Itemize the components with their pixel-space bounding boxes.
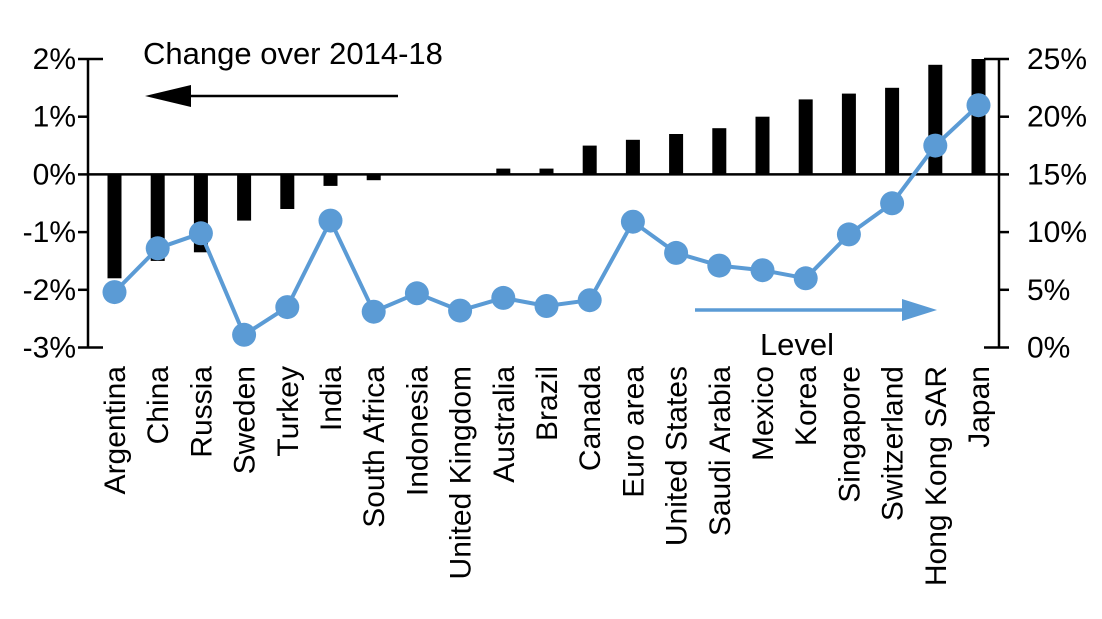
category-label-japan: Japan	[963, 366, 996, 448]
marker-australia	[491, 285, 516, 310]
marker-south-africa	[361, 299, 386, 324]
left-axis-tick-label: -2%	[23, 274, 76, 307]
right-arrowhead-icon	[902, 299, 937, 321]
bar-mexico	[755, 116, 770, 175]
marker-japan	[966, 93, 991, 118]
bar-brazil	[539, 168, 554, 175]
marker-switzerland	[880, 191, 905, 216]
marker-turkey	[275, 295, 300, 320]
category-label-australia: Australia	[488, 366, 521, 483]
left-axis-tick-labels: 2% 1% 0% -1% -2% -3%	[23, 43, 76, 365]
bar-euro-area	[625, 139, 640, 175]
marker-china	[145, 236, 170, 261]
right-axis-tick-labels: 25% 20% 15% 10% 5% 0%	[1027, 43, 1087, 365]
category-label-argentina: Argentina	[99, 366, 132, 495]
category-label-saudi-arabia: Saudi Arabia	[704, 366, 737, 536]
left-axis-tick-label: 0%	[33, 158, 76, 191]
axes-group	[78, 57, 1009, 349]
marker-united-states	[664, 240, 689, 265]
marker-united-kingdom	[448, 298, 473, 323]
category-label-south-africa: South Africa	[358, 366, 391, 528]
marker-saudi-arabia	[707, 253, 732, 278]
bar-south-africa	[366, 174, 381, 181]
bar-turkey	[280, 174, 295, 209]
category-label-indonesia: Indonesia	[401, 366, 434, 496]
right-axis-tick-label: 15%	[1027, 158, 1087, 191]
line-series-label: Level	[760, 327, 834, 362]
marker-singapore	[836, 222, 861, 247]
marker-india	[318, 208, 343, 233]
category-label-sweden: Sweden	[229, 366, 262, 474]
marker-argentina	[102, 280, 127, 305]
bar-argentina	[107, 174, 122, 279]
category-label-united-kingdom: United Kingdom	[445, 366, 478, 579]
right-axis-tick-label: 0%	[1027, 332, 1070, 365]
category-label-korea: Korea	[790, 366, 823, 446]
marker-hong-kong-sar	[923, 133, 948, 158]
right-axis-tick-label: 5%	[1027, 274, 1070, 307]
right-axis-tick-label: 20%	[1027, 101, 1087, 134]
category-label-india: India	[315, 366, 348, 431]
bar-india	[323, 174, 338, 186]
bar-saudi-arabia	[712, 128, 727, 175]
bar-series-group	[107, 59, 986, 279]
right-arrow	[695, 299, 937, 321]
category-label-singapore: Singapore	[833, 366, 866, 503]
right-axis-tick-label: 10%	[1027, 216, 1087, 249]
right-axis-tick-label: 25%	[1027, 43, 1087, 76]
bar-singapore	[841, 93, 856, 175]
marker-russia	[188, 221, 213, 246]
category-label-brazil: Brazil	[531, 366, 564, 441]
left-axis-tick-label: 2%	[33, 43, 76, 76]
marker-mexico	[750, 258, 775, 283]
marker-sweden	[232, 322, 257, 347]
category-label-mexico: Mexico	[747, 366, 780, 461]
category-label-united-states: United States	[661, 366, 694, 546]
line-series-group	[102, 93, 991, 347]
category-labels-group: Argentina China Russia Sweden Turkey India Sou…	[99, 366, 996, 586]
marker-brazil	[534, 294, 559, 318]
marker-canada	[577, 288, 602, 313]
bar-korea	[798, 99, 813, 175]
bar-hong-kong-sar	[928, 64, 943, 175]
marker-korea	[793, 266, 818, 291]
bar-switzerland	[885, 87, 900, 175]
left-axis-tick-label: -1%	[23, 216, 76, 249]
category-label-euro-area: Euro area	[617, 366, 650, 498]
marker-euro-area	[620, 209, 645, 234]
bar-australia	[496, 168, 511, 175]
left-arrowhead-icon	[145, 85, 191, 107]
marker-indonesia	[404, 281, 429, 306]
bar-canada	[582, 145, 597, 175]
category-label-hong-kong-sar: Hong Kong SAR	[920, 366, 953, 586]
left-axis-tick-label: -3%	[23, 332, 76, 365]
bar-united-states	[669, 134, 684, 175]
bar-series-title: Change over 2014-18	[143, 36, 443, 71]
left-arrow	[145, 85, 398, 107]
category-label-russia: Russia	[185, 366, 218, 458]
category-label-canada: Canada	[574, 366, 607, 471]
left-axis-tick-label: 1%	[33, 101, 76, 134]
category-label-china: China	[142, 366, 175, 445]
bar-sweden	[237, 174, 252, 221]
category-label-switzerland: Switzerland	[877, 366, 910, 521]
category-label-turkey: Turkey	[272, 366, 305, 457]
